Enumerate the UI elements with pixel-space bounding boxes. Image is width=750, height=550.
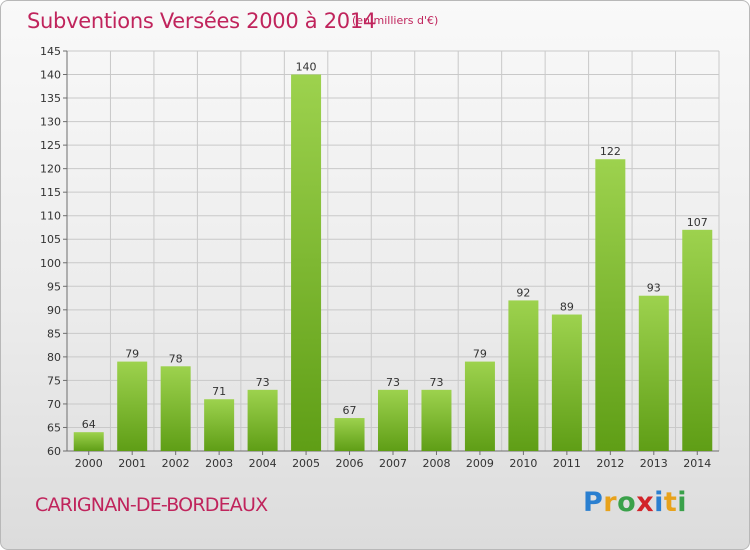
bar: [682, 229, 713, 451]
x-tick-label: 2004: [249, 457, 277, 470]
y-tick-label: 80: [47, 351, 61, 364]
x-tick-label: 2012: [596, 457, 624, 470]
logo-letter: r: [603, 487, 618, 518]
y-tick-label: 75: [47, 374, 61, 387]
data-label: 93: [647, 282, 661, 295]
logo-letter: x: [636, 487, 655, 518]
data-label: 73: [256, 376, 270, 389]
logo-letter: t: [663, 487, 678, 518]
y-tick-label: 65: [47, 421, 61, 434]
y-tick-label: 70: [47, 398, 61, 411]
bar: [117, 361, 148, 451]
data-label: 79: [125, 348, 139, 361]
x-tick-label: 2010: [509, 457, 537, 470]
y-tick-label: 135: [40, 92, 61, 105]
x-tick-label: 2014: [683, 457, 711, 470]
y-tick-label: 115: [40, 186, 61, 199]
x-tick-label: 2009: [466, 457, 494, 470]
y-tick-label: 90: [47, 304, 61, 317]
x-tick-label: 2008: [422, 457, 450, 470]
data-label: 122: [600, 145, 621, 158]
data-label: 71: [212, 385, 226, 398]
data-label: 67: [343, 404, 357, 417]
y-tick-label: 100: [40, 257, 61, 270]
bar: [160, 366, 191, 451]
bar: [421, 389, 452, 451]
bar: [247, 389, 278, 451]
x-tick-label: 2003: [205, 457, 233, 470]
y-tick-label: 120: [40, 163, 61, 176]
y-tick-label: 145: [40, 45, 61, 58]
x-tick-label: 2001: [118, 457, 146, 470]
y-tick-label: 105: [40, 233, 61, 246]
logo-letter: P: [583, 487, 604, 518]
x-tick-label: 2013: [640, 457, 668, 470]
x-tick-label: 2011: [553, 457, 581, 470]
logo-letter: i: [677, 487, 688, 518]
chart-unit-label: (en milliers d'€): [352, 14, 439, 27]
bar: [508, 300, 539, 451]
bars: [73, 74, 713, 451]
chart-title: Subventions Versées 2000 à 2014: [27, 9, 376, 33]
bar: [73, 432, 104, 451]
y-tick-label: 95: [47, 280, 61, 293]
data-label: 78: [169, 352, 183, 365]
y-tick-label: 140: [40, 69, 61, 82]
y-tick-label: 130: [40, 116, 61, 129]
data-label: 73: [386, 376, 400, 389]
y-tick-label: 85: [47, 327, 61, 340]
data-label: 79: [473, 348, 487, 361]
data-label: 89: [560, 301, 574, 314]
bar: [638, 295, 669, 451]
y-tick-label: 60: [47, 445, 61, 458]
commune-name: CARIGNAN-DE-BORDEAUX: [35, 494, 268, 516]
y-tick-label: 110: [40, 210, 61, 223]
x-tick-label: 2005: [292, 457, 320, 470]
data-labels: 64 79 78 71 73 140 67 73 73 79 92 89 122 93 107: [82, 61, 708, 432]
x-tick-label: 2000: [75, 457, 103, 470]
data-label: 107: [687, 216, 708, 229]
bar: [291, 74, 322, 451]
proxiti-logo: Proxiti: [583, 487, 687, 518]
x-tick-label: 2002: [162, 457, 190, 470]
bar: [595, 159, 626, 451]
bar: [334, 418, 365, 451]
bar: [378, 389, 408, 451]
x-tick-label: 2007: [379, 457, 407, 470]
logo-letter: i: [654, 487, 664, 518]
data-label: 73: [429, 376, 443, 389]
logo-letter: o: [617, 487, 637, 518]
bar: [464, 361, 495, 451]
data-label: 140: [296, 61, 317, 74]
bar: [204, 399, 235, 451]
bar: [551, 314, 582, 451]
x-tick-label: 2006: [336, 457, 364, 470]
y-tick-label: 125: [40, 139, 61, 152]
data-label: 64: [82, 418, 96, 431]
data-label: 92: [516, 286, 530, 299]
